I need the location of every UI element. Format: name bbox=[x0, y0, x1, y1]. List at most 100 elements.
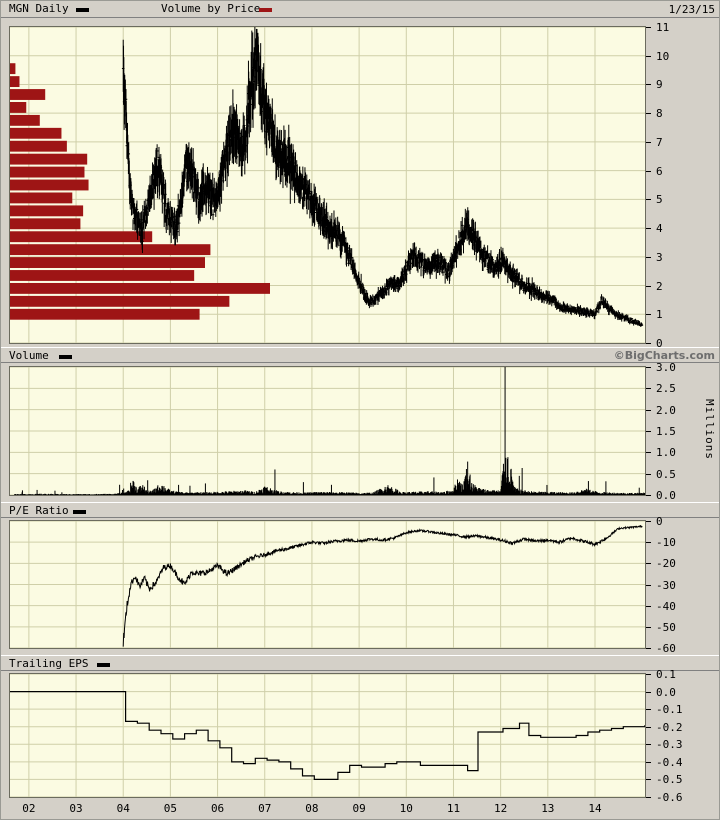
axis-tick-label: -40 bbox=[656, 599, 676, 613]
axis-tick-label: -0.6 bbox=[656, 791, 683, 804]
axis-tick-label: 9 bbox=[656, 78, 663, 92]
axis-tick-mark bbox=[646, 84, 651, 86]
axis-tick-label: 5 bbox=[656, 193, 663, 207]
symbol-title: MGN Daily bbox=[9, 2, 69, 15]
axis-tick-label: 3 bbox=[656, 250, 663, 264]
axis-tick-label: 4 bbox=[656, 222, 663, 236]
axis-tick-mark bbox=[646, 542, 651, 544]
axis-tick-mark bbox=[646, 761, 651, 763]
volume-chart-panel[interactable] bbox=[9, 366, 646, 496]
axis-tick-label: 0 bbox=[656, 337, 663, 350]
price-chart-panel[interactable] bbox=[9, 26, 646, 344]
eps-plot bbox=[10, 674, 645, 797]
axis-tick-mark bbox=[646, 170, 651, 172]
axis-tick-label: 6 bbox=[656, 164, 663, 178]
pe-color-swatch bbox=[73, 510, 86, 514]
axis-tick-mark bbox=[646, 495, 651, 496]
axis-tick-mark bbox=[646, 256, 651, 258]
axis-tick-mark bbox=[646, 343, 651, 344]
volume-by-price-bars bbox=[10, 63, 270, 320]
axis-tick-mark bbox=[646, 797, 651, 798]
x-axis-tick-03: 03 bbox=[69, 802, 83, 815]
axis-tick-label: -50 bbox=[656, 620, 676, 634]
axis-tick-label: -10 bbox=[656, 536, 676, 550]
axis-tick-mark bbox=[646, 367, 651, 368]
axis-tick-label: -30 bbox=[656, 578, 676, 592]
axis-tick-mark bbox=[646, 709, 651, 711]
axis-tick-label: 0.5 bbox=[656, 467, 676, 481]
axis-tick-mark bbox=[646, 521, 651, 522]
symbol-color-swatch bbox=[76, 8, 89, 12]
axis-tick-label: -0.5 bbox=[656, 773, 683, 787]
axis-tick-mark bbox=[646, 626, 651, 628]
axis-tick-mark bbox=[646, 779, 651, 781]
volume-color-swatch bbox=[59, 355, 72, 359]
axis-tick-mark bbox=[646, 27, 651, 28]
axis-tick-mark bbox=[646, 744, 651, 746]
axis-tick-label: 1.0 bbox=[656, 446, 676, 460]
volume-unit-label: Millions bbox=[703, 399, 716, 460]
axis-tick-mark bbox=[646, 605, 651, 607]
volume-plot bbox=[10, 367, 645, 495]
pe-plot bbox=[10, 521, 645, 648]
axis-tick-label: 11 bbox=[656, 21, 670, 34]
pe-panel-title: P/E Ratio bbox=[9, 504, 69, 517]
axis-tick-mark bbox=[646, 228, 651, 230]
axis-tick-mark bbox=[646, 113, 651, 115]
axis-tick-mark bbox=[646, 674, 651, 675]
axis-tick-mark bbox=[646, 584, 651, 586]
axis-tick-label: 1 bbox=[656, 308, 663, 322]
axis-tick-mark bbox=[646, 473, 651, 475]
volume-title-bar: Volume ©BigCharts.com bbox=[1, 347, 719, 363]
axis-tick-mark bbox=[646, 431, 651, 432]
axis-tick-label: -0.1 bbox=[656, 703, 683, 717]
x-axis-tick-05: 05 bbox=[163, 802, 178, 815]
bigcharts-watermark: ©BigCharts.com bbox=[613, 349, 715, 362]
x-axis-tick-09: 09 bbox=[352, 802, 366, 815]
chart-date: 1/23/15 bbox=[668, 3, 715, 16]
overlay-title: Volume by Price bbox=[161, 2, 261, 15]
axis-tick-label: 0.0 bbox=[656, 685, 676, 699]
eps-title-bar: Trailing EPS bbox=[1, 655, 719, 671]
axis-tick-label: 3.0 bbox=[656, 361, 676, 374]
axis-tick-label: -20 bbox=[656, 557, 676, 571]
eps-chart-panel[interactable] bbox=[9, 673, 646, 798]
x-axis-tick-10: 10 bbox=[399, 802, 413, 815]
axis-tick-label: 0 bbox=[656, 515, 663, 528]
axis-tick-mark bbox=[646, 563, 651, 565]
price-plot bbox=[10, 27, 645, 343]
axis-tick-label: 2.5 bbox=[656, 382, 676, 396]
axis-tick-mark bbox=[646, 726, 651, 728]
axis-tick-label: 0.1 bbox=[656, 668, 676, 681]
axis-tick-mark bbox=[646, 141, 651, 143]
axis-tick-label: 2 bbox=[656, 279, 663, 293]
axis-tick-mark bbox=[646, 452, 651, 454]
axis-tick-mark bbox=[646, 409, 651, 411]
eps-panel-title: Trailing EPS bbox=[9, 657, 89, 670]
axis-tick-label: -60 bbox=[656, 642, 676, 655]
axis-tick-label: -0.2 bbox=[656, 720, 683, 734]
x-axis-tick-11: 11 bbox=[446, 802, 461, 815]
volume-panel-title: Volume bbox=[9, 349, 49, 362]
pe-chart-panel[interactable] bbox=[9, 520, 646, 649]
overlay-color-swatch bbox=[259, 8, 272, 12]
axis-tick-label: -0.3 bbox=[656, 738, 683, 752]
axis-tick-mark bbox=[646, 199, 651, 201]
eps-color-swatch bbox=[97, 663, 110, 667]
axis-tick-mark bbox=[646, 388, 651, 390]
x-axis-tick-12: 12 bbox=[494, 802, 508, 815]
axis-tick-mark bbox=[646, 648, 651, 649]
axis-tick-mark bbox=[646, 285, 651, 287]
axis-tick-label: -0.4 bbox=[656, 755, 683, 769]
axis-tick-mark bbox=[646, 691, 651, 693]
x-axis-tick-13: 13 bbox=[541, 802, 555, 815]
x-axis-tick-07: 07 bbox=[258, 802, 272, 815]
axis-tick-label: 0.0 bbox=[656, 489, 676, 502]
axis-tick-label: 1.5 bbox=[656, 425, 676, 438]
axis-tick-label: 7 bbox=[656, 135, 663, 149]
axis-tick-label: 8 bbox=[656, 107, 663, 121]
chart-header-bar: MGN Daily Volume by Price 1/23/15 bbox=[1, 1, 719, 18]
x-axis-tick-06: 06 bbox=[210, 802, 225, 815]
axis-tick-label: 2.0 bbox=[656, 403, 676, 417]
